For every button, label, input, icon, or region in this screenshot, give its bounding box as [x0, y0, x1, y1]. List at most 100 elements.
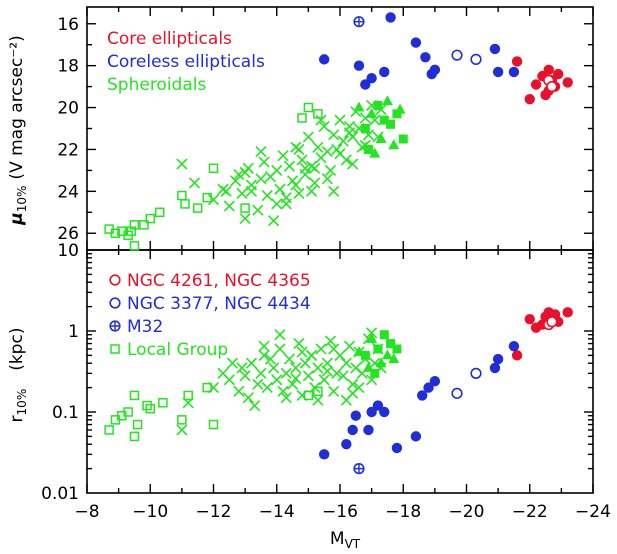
top-spheroidal-filled-point	[386, 119, 396, 129]
bottom-spheroidal-local-point	[158, 398, 168, 408]
top-spheroidal-filled-point	[369, 147, 381, 158]
x-tick-label: −20	[449, 502, 485, 522]
bottom-spheroidal-cross-point	[290, 372, 302, 384]
bottom-coreless-filled-point	[341, 439, 352, 450]
top-spheroidal-cross-point	[309, 177, 321, 189]
bottom-spheroidal-cross-point	[315, 343, 327, 355]
bottom-spheroidal-local-point	[202, 382, 212, 393]
top-spheroidal-cross-point	[255, 173, 267, 185]
bottom-y-tick-label: 1	[68, 322, 79, 342]
top-y-tick-label: 22	[57, 140, 79, 160]
bottom-coreless-filled-point	[508, 340, 520, 352]
top-spheroidal-cross-point	[239, 166, 251, 179]
top-coreless-filled-point	[318, 54, 330, 65]
top-spheroidal-local-point	[154, 207, 165, 218]
bottom-core-filled-point	[524, 313, 535, 325]
bottom-legend-entry: M32	[127, 317, 163, 337]
top-spheroidal-cross-point	[230, 175, 242, 187]
bottom-spheroidal-local-point	[145, 403, 155, 414]
bottom-panel-y-axis-label: r10% (kpc)	[7, 328, 29, 423]
top-legend-entry: Coreless ellipticals	[107, 52, 265, 72]
top-panel-y-axis-label: μ10% (V mag arcsec⁻²)	[7, 35, 29, 226]
top-spheroidal-cross-point	[264, 171, 276, 183]
x-tick-label: −8	[74, 502, 99, 522]
top-spheroidal-cross-point	[245, 185, 258, 197]
bottom-spheroidal-local-point	[177, 415, 187, 425]
top-spheroidal-filled-point	[379, 115, 389, 125]
bottom-spheroidal-cross-point	[286, 378, 299, 390]
bottom-spheroidal-cross-point	[255, 367, 267, 379]
bottom-spheroidal-cross-point	[226, 357, 239, 369]
bottom-y-label-unit: (kpc)	[7, 328, 27, 371]
top-spheroidal-cross-point	[280, 192, 292, 204]
bottom-spheroidal-cross-point	[274, 329, 286, 341]
bottom-spheroidal-cross-point	[236, 362, 248, 374]
top-y-tick-label: 18	[57, 57, 79, 77]
top-spheroidal-cross-point	[334, 148, 346, 160]
top-spheroidal-local-point	[126, 226, 137, 236]
bottom-coreless-filled-point	[347, 424, 358, 436]
bottom-spheroidal-cross-point	[318, 374, 330, 386]
bottom-core-filled-point	[511, 350, 523, 361]
bottom-spheroidal-cross-point	[340, 357, 352, 369]
bottom-spheroidal-cross-point	[312, 362, 324, 374]
top-core-filled-point	[530, 79, 542, 90]
bottom-spheroidal-cross-point	[245, 357, 258, 369]
top-y-label-main: μ	[7, 212, 27, 226]
top-y-tick-label: 24	[57, 182, 79, 202]
top-core-open-point	[546, 81, 558, 93]
top-spheroidal-local-point	[180, 199, 190, 209]
bottom-spheroidal-cross-point	[233, 385, 245, 397]
bottom-spheroidal-cross-point	[258, 340, 270, 352]
top-spheroidal-filled-point	[381, 95, 393, 106]
bottom-spheroidal-cross-point	[176, 424, 188, 436]
bottom-coreless-filled-point	[350, 410, 362, 421]
top-spheroidal-cross-point	[318, 120, 330, 132]
bottom-legend-marker	[109, 274, 121, 286]
top-core-filled-point	[562, 77, 573, 88]
bottom-spheroidal-cross-point	[268, 362, 280, 374]
top-spheroidal-local-point	[202, 192, 212, 203]
bottom-spheroidal-local-point	[303, 390, 314, 401]
bottom-spheroidal-local-point	[183, 390, 193, 401]
top-spheroidal-cross-point	[268, 215, 280, 227]
bottom-spheroidal-cross-point	[249, 400, 261, 412]
bottom-spheroidal-cross-point	[309, 382, 321, 394]
top-spheroidal-filled-point	[375, 132, 387, 143]
bottom-legend-marker	[110, 344, 120, 354]
bottom-y-tick-label: 0.1	[52, 403, 79, 423]
top-spheroidal-cross-point	[321, 145, 333, 158]
top-spheroidal-cross-point	[296, 154, 308, 166]
top-spheroidal-filled-point	[392, 109, 402, 119]
bottom-spheroidal-cross-point	[274, 343, 286, 355]
bottom-spheroidal-filled-point	[353, 346, 365, 357]
bottom-legend-marker	[109, 297, 121, 309]
bottom-spheroidal-local-point	[132, 419, 143, 430]
x-tick-label: −14	[259, 502, 295, 522]
bottom-coreless-filled-point	[492, 353, 504, 365]
top-coreless-filled-point	[379, 66, 390, 78]
bottom-spheroidal-filled-point	[381, 349, 393, 360]
bottom-spheroidal-filled-point	[392, 344, 402, 354]
top-coreless-filled-point	[489, 43, 501, 55]
top-coreless-filled-point	[385, 12, 396, 23]
x-label-sub: VT	[345, 537, 361, 551]
bottom-spheroidal-cross-point	[312, 394, 324, 406]
top-spheroidal-filled-point	[363, 144, 373, 154]
top-spheroidal-cross-point	[312, 141, 324, 153]
top-spheroidal-cross-point	[299, 162, 311, 174]
top-m32-point	[353, 16, 365, 28]
bottom-coreless-filled-point	[410, 431, 422, 442]
bottom-panel-axes: −8 −10 −12 −14 −16 −18 −20 −22 −24 0.01 0.1 1 10	[41, 241, 611, 522]
bottom-legend-entry: Local Group	[127, 340, 228, 360]
x-tick-label: −12	[196, 502, 232, 522]
top-legend-entry: Spheroidals	[107, 75, 206, 95]
bottom-core-filled-point	[562, 307, 573, 318]
top-spheroidal-filled-point	[353, 101, 365, 112]
top-spheroidal-cross-point	[220, 185, 232, 197]
top-spheroidal-cross-point	[309, 162, 321, 174]
top-panel-points	[104, 12, 573, 251]
top-coreless-filled-point	[492, 66, 504, 78]
top-coreless-open-point	[470, 53, 482, 65]
top-core-filled-point	[511, 56, 523, 67]
